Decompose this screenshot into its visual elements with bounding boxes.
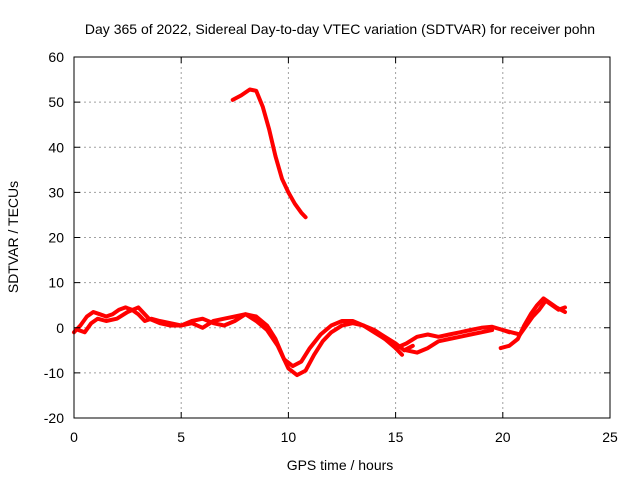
grid-layer [74, 57, 610, 418]
y-tick-label: 50 [48, 94, 64, 110]
y-tick-label: 20 [48, 230, 64, 246]
series-layer [72, 87, 567, 378]
y-axis-label: SDTVAR / TECUs [5, 181, 21, 293]
series-line-arc-5 [404, 328, 495, 355]
y-tick-label: -10 [44, 365, 64, 381]
x-tick-label: 15 [388, 429, 404, 445]
series-line-arc-7 [500, 298, 567, 337]
y-tick-label: 60 [48, 49, 64, 65]
x-tick-label: 25 [602, 429, 618, 445]
x-tick-label: 0 [70, 429, 78, 445]
series-line-arc-1 [230, 87, 308, 220]
x-tick-label: 20 [495, 429, 511, 445]
y-tick-label: 30 [48, 184, 64, 200]
x-tick-label: 10 [281, 429, 297, 445]
y-tick-label: 40 [48, 139, 64, 155]
y-tick-label: -20 [44, 410, 64, 426]
series-line-arc-2 [72, 305, 415, 369]
series-line-arc-3 [76, 305, 404, 378]
x-axis-label: GPS time / hours [287, 457, 394, 473]
series-line-arc-4 [393, 324, 512, 351]
y-tick-label: 0 [56, 320, 64, 336]
y-tick-label: 10 [48, 275, 64, 291]
x-tick-label: 5 [177, 429, 185, 445]
chart-title: Day 365 of 2022, Sidereal Day-to-day VTE… [85, 21, 595, 37]
tick-layer: 0 5 10 15 20 25 -20 -10 0 10 20 30 40 50 60 [44, 49, 618, 445]
